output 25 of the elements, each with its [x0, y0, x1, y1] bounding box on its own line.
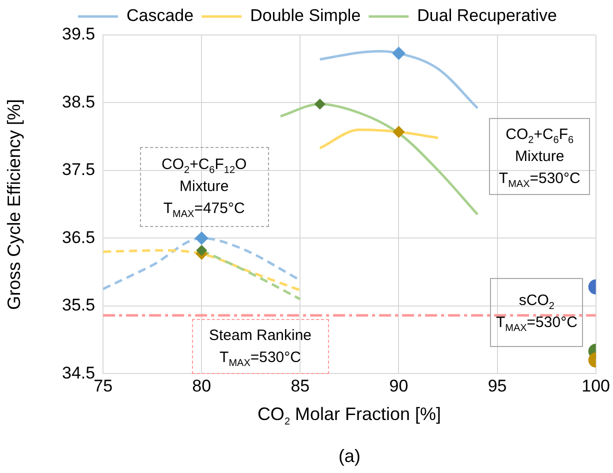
x-tick-label: 95: [488, 376, 507, 396]
legend-label: Cascade: [126, 6, 194, 26]
y-tick-label: 39.5: [62, 24, 96, 44]
text: CO$_{2}$+C$_{6}$F$_{6}$ Mixture T$_{MAX}$=530°C: [498, 126, 580, 190]
y-tick-label: 37.5: [62, 160, 96, 180]
point: [314, 98, 326, 110]
y-tick-label: 38.5: [62, 92, 96, 112]
x-axis-title: CO$_{2}$ Molar Fraction [%]: [257, 404, 442, 428]
legend-label: Double Simple: [250, 6, 361, 26]
text: sCO$_{2}$ T$_{MAX}$=530°C: [496, 292, 578, 334]
y-tick-label: 36.5: [62, 228, 96, 247]
x-tick-label: 80: [192, 376, 212, 396]
x-tick-label: 85: [290, 376, 310, 396]
x-tick-label: 100: [582, 376, 610, 396]
annotation: Steam Rankine T$_{MAX}$=530°C: [208, 326, 312, 368]
y-axis-title: Gross Cycle Efficiency [%]: [3, 98, 24, 310]
point: [196, 245, 207, 256]
point: [195, 232, 208, 245]
text: CO$_{2}$+C$_{6}$F$_{12}$O Mixture T$_{MAX}$=475°C: [162, 156, 247, 220]
y-tick-label: 35.5: [62, 296, 96, 315]
y-tick-label: 34.5: [62, 363, 96, 382]
x-tick-label: 90: [389, 376, 408, 396]
text: (a): [338, 446, 360, 467]
legend-label: Dual Recuperative: [417, 6, 558, 26]
x-tick-label: 75: [94, 376, 113, 396]
